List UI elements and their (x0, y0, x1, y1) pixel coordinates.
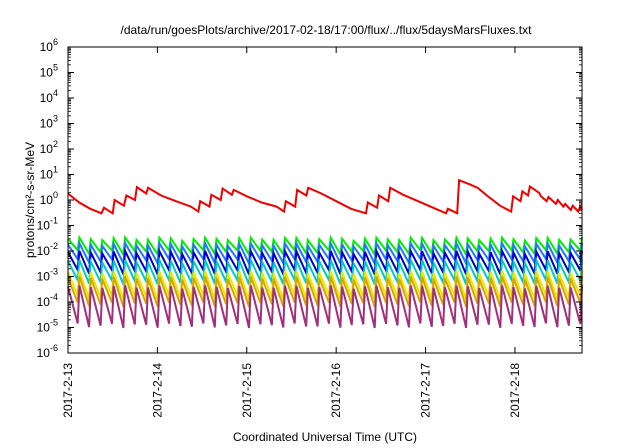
x-tick-label: 2017-2-16 (329, 363, 343, 418)
y-tick-label: 106 (40, 37, 58, 54)
chart-title: /data/run/goesPlots/archive/2017-02-18/1… (121, 23, 533, 37)
series-line-1 (67, 178, 583, 215)
y-tick-label: 10-1 (37, 216, 58, 233)
x-tick-label: 2017-2-18 (508, 363, 522, 418)
y-tick-label: 104 (40, 88, 58, 105)
y-tick-label: 105 (40, 63, 58, 80)
y-tick-label: 10-4 (37, 292, 58, 309)
y-axis-label: protons/cm²-s-sr-MeV (23, 142, 37, 258)
y-tick-label: 10-5 (37, 318, 58, 335)
y-tick-label: 102 (40, 139, 58, 156)
series-line-8 (67, 285, 583, 329)
y-tick-label: 103 (40, 114, 58, 131)
y-tick-label: 10-2 (37, 241, 58, 258)
x-tick-label: 2017-2-17 (419, 363, 433, 418)
x-axis-label: Coordinated Universal Time (UTC) (233, 430, 417, 444)
x-tick-label: 2017-2-13 (61, 363, 75, 418)
axes-ticks: 10-6 10-5 10-4 10-3 10-2 10-1 100 101 102 103 104 1… (37, 37, 582, 418)
series-layer (67, 178, 583, 329)
y-tick-label: 10-6 (37, 343, 58, 360)
y-tick-label: 10-3 (37, 267, 58, 284)
y-tick-label: 101 (40, 165, 58, 182)
y-tick-label: 100 (40, 190, 58, 207)
x-tick-label: 2017-2-15 (240, 363, 254, 418)
x-tick-label: 2017-2-14 (150, 363, 164, 418)
